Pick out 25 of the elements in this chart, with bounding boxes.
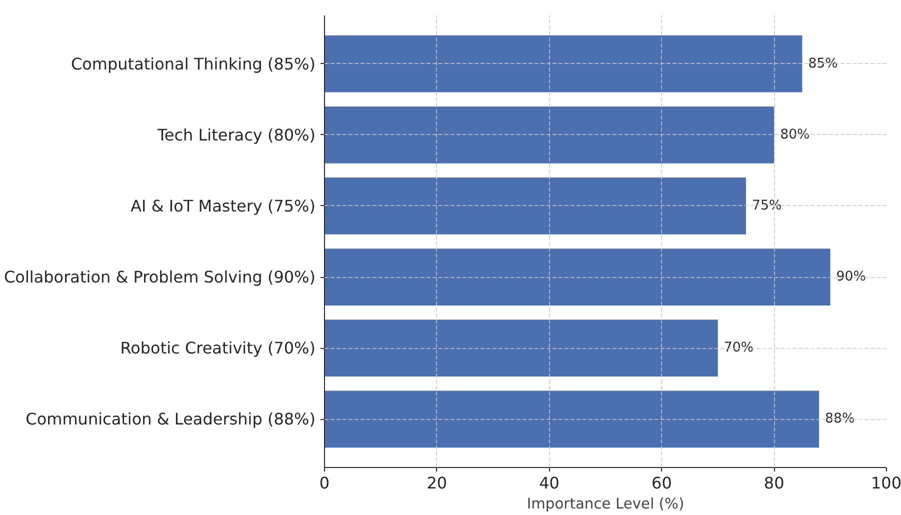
bar bbox=[324, 178, 746, 234]
data-label: 88% bbox=[825, 412, 855, 427]
data-label: 75% bbox=[752, 198, 782, 214]
bar bbox=[324, 320, 718, 377]
x-tick-label: 100 bbox=[870, 474, 901, 492]
y-tick-label: AI & IoT Mastery (75%) bbox=[130, 196, 316, 216]
data-label: 70% bbox=[724, 340, 754, 356]
bar bbox=[324, 390, 820, 448]
y-tick-label: Communication & Leadership (88%) bbox=[26, 410, 316, 429]
x-tick-label: 0 bbox=[319, 474, 330, 492]
x-tick-label: 40 bbox=[539, 474, 560, 492]
x-tick-label: 60 bbox=[652, 474, 672, 492]
bar bbox=[324, 248, 830, 306]
data-label: 80% bbox=[780, 127, 810, 142]
x-tick-label: 20 bbox=[426, 474, 448, 492]
bar bbox=[324, 35, 802, 92]
y-tick-label: Tech Literacy (80%) bbox=[156, 125, 316, 144]
bar bbox=[324, 106, 774, 164]
data-label: 85% bbox=[808, 56, 838, 72]
data-label: 90% bbox=[836, 270, 866, 285]
y-tick-label: Collaboration & Problem Solving (90%) bbox=[4, 268, 316, 287]
x-axis-title: Importance Level (%) bbox=[526, 496, 684, 512]
y-tick-label: Computational Thinking (85%) bbox=[70, 54, 316, 74]
y-tick-label: Robotic Creativity (70%) bbox=[120, 338, 316, 358]
x-tick-label: 80 bbox=[764, 474, 784, 492]
